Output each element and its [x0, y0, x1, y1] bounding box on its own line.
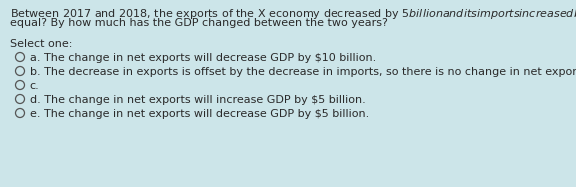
Text: Select one:: Select one:: [10, 39, 73, 49]
Text: d. The change in net exports will increase GDP by $5 billion.: d. The change in net exports will increa…: [29, 95, 365, 105]
Text: e. The change in net exports will decrease GDP by $5 billion.: e. The change in net exports will decrea…: [29, 109, 369, 119]
Text: b. The decrease in exports is offset by the decrease in imports, so there is no : b. The decrease in exports is offset by …: [29, 67, 576, 77]
Text: a. The change in net exports will decrease GDP by $10 billion.: a. The change in net exports will decrea…: [29, 53, 376, 63]
Text: equal? By how much has the GDP changed between the two years?: equal? By how much has the GDP changed b…: [10, 18, 388, 28]
Text: c.: c.: [29, 81, 39, 91]
Text: Between 2017 and 2018, the exports of the X economy decreased by $5 billion and : Between 2017 and 2018, the exports of th…: [10, 7, 576, 21]
